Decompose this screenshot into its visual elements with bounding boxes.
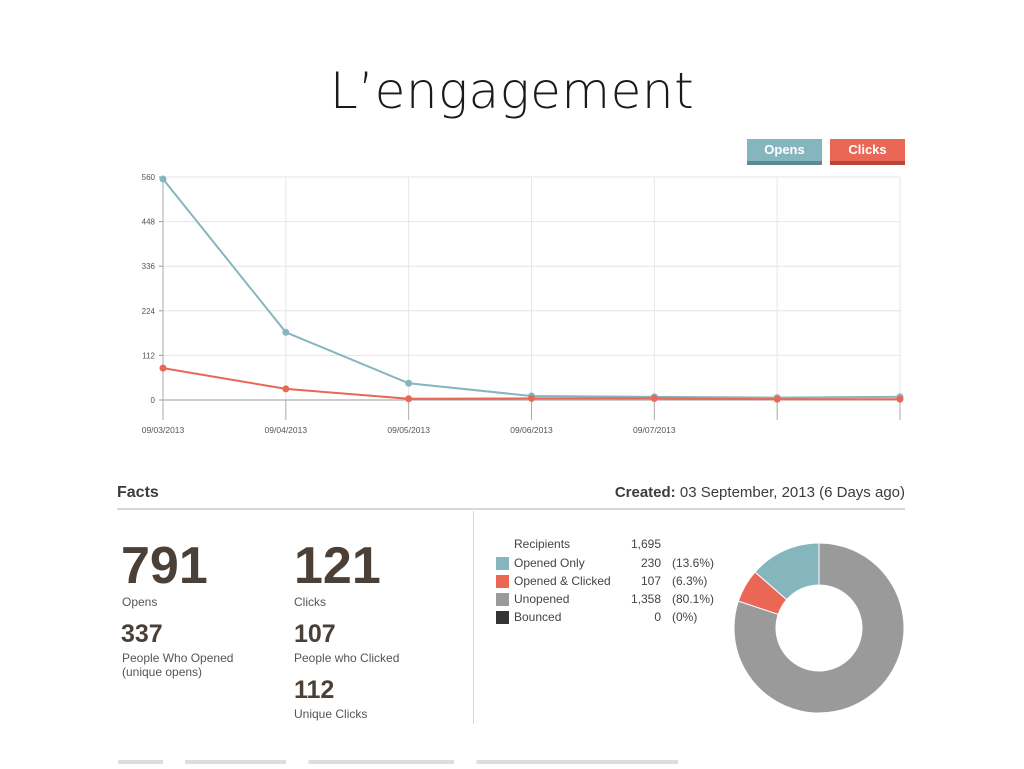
unopened-count: 1,358 (630, 592, 661, 606)
bounced-swatch (496, 611, 509, 624)
opens-point (405, 379, 413, 387)
facts-divider (473, 511, 474, 724)
slide-title: L’engagement (329, 62, 695, 120)
recipients-label: Recipients (514, 537, 571, 551)
opened-only-count: 230 (640, 556, 661, 570)
x-tick-label: 09/04/2013 (265, 425, 308, 435)
opens-legend-button[interactable]: Opens (747, 139, 822, 165)
y-tick-label: 0 (151, 396, 156, 405)
unopened-label: Unopened (514, 592, 570, 606)
opens-point (282, 328, 290, 336)
clicks-total: 121 (294, 537, 381, 595)
facts-title: Facts (117, 484, 159, 501)
clicks-total-label: Clicks (294, 595, 326, 609)
recipients-total: 1,695 (630, 537, 661, 551)
unopened-pct: (80.1%) (672, 592, 715, 606)
x-tick-label: 09/07/2013 (633, 425, 676, 435)
opened-clicked-label: Opened & Clicked (514, 574, 611, 588)
recipients-donut-chart (733, 542, 905, 714)
opens-point (159, 175, 167, 183)
cut-off-footer-text (118, 760, 678, 764)
engagement-line-chart: 560 448 336 224 112 0 09/03/2013 09/04/2013 09/0… (142, 173, 904, 435)
created-value: 03 September, 2013 (6 Days ago) (679, 484, 905, 501)
opened-clicked-swatch (496, 575, 509, 588)
x-tick-label: 09/06/2013 (510, 425, 553, 435)
x-tick-label: 09/03/2013 (142, 425, 185, 435)
bounced-label: Bounced (514, 610, 562, 624)
unique-clicks-label: Unique Clicks (294, 707, 368, 721)
opened-only-pct: (13.6%) (672, 556, 715, 570)
people-opened-sublabel: (unique opens) (122, 665, 203, 679)
bounced-count: 0 (654, 610, 661, 624)
opens-total: 791 (121, 537, 208, 595)
clicks-point (773, 395, 781, 403)
unopened-swatch (496, 593, 509, 606)
clicks-point (159, 364, 167, 372)
clicks-point (405, 395, 413, 403)
unique-clicks-value: 112 (294, 676, 335, 704)
facts-header: Facts Created: 03 September, 2013 (6 Day… (117, 484, 905, 510)
y-tick-label: 448 (142, 218, 156, 227)
people-opened-label: People Who Opened (122, 651, 234, 665)
x-tick-label: 09/05/2013 (387, 425, 430, 435)
opens-total-label: Opens (122, 595, 158, 609)
created-date: Created: 03 September, 2013 (6 Days ago) (615, 484, 905, 501)
opened-only-swatch (496, 557, 509, 570)
people-opened-value: 337 (121, 620, 163, 648)
bounced-pct: (0%) (672, 610, 698, 624)
opened-only-label: Opened Only (514, 556, 585, 570)
y-tick-label: 560 (142, 173, 156, 182)
donut-slice-unopened (733, 542, 905, 714)
y-tick-label: 336 (142, 262, 156, 271)
y-tick-label: 112 (142, 351, 155, 360)
people-clicked-label: People who Clicked (294, 651, 400, 665)
y-tick-label: 224 (142, 307, 156, 316)
people-clicked-value: 107 (294, 620, 336, 648)
clicks-point (650, 394, 658, 402)
clicks-point (282, 385, 290, 393)
opened-clicked-count: 107 (640, 574, 661, 588)
opened-clicked-pct: (6.3%) (672, 574, 708, 588)
clicks-point (896, 395, 904, 403)
clicks-point (528, 394, 535, 402)
clicks-legend-button[interactable]: Clicks (830, 139, 905, 165)
created-label: Created: (614, 484, 676, 501)
